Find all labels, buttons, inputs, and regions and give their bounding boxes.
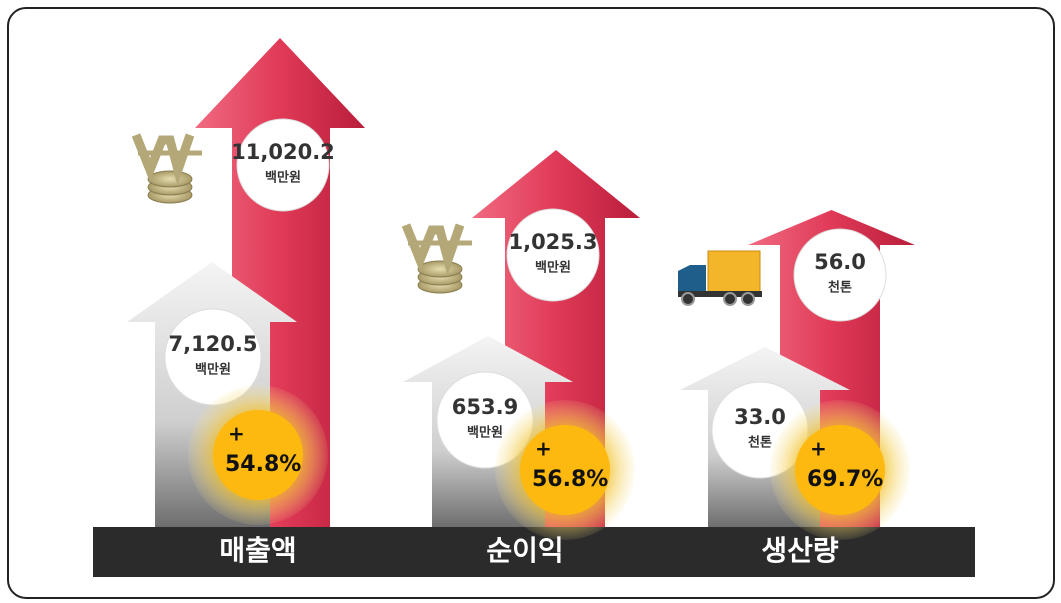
after-unit: 백만원 <box>535 260 571 276</box>
growth-value: 56.8% <box>532 467 608 492</box>
truck-chassis <box>678 291 762 297</box>
growth-sign: + <box>535 437 552 461</box>
after-value: 11,020.2 <box>231 140 335 164</box>
after-value: 56.0 <box>814 250 866 274</box>
growth-sign: + <box>228 422 245 446</box>
won-sign <box>401 223 465 276</box>
before-value: 33.0 <box>734 405 786 429</box>
after-circle <box>506 208 600 302</box>
after-circle <box>236 118 330 212</box>
after-value: 1,025.3 <box>508 230 597 254</box>
group-label: 매출액 <box>219 534 296 567</box>
group-label: 순이익 <box>486 534 563 567</box>
coin <box>147 170 193 188</box>
growth-sign: + <box>810 437 827 461</box>
coin <box>417 260 463 278</box>
before-value: 653.9 <box>452 395 518 419</box>
after-unit: 백만원 <box>265 170 301 186</box>
wheel <box>741 292 755 306</box>
before-unit: 천톤 <box>748 436 772 451</box>
truck-cargo <box>707 250 761 294</box>
wheel <box>723 292 737 306</box>
truck-cab <box>678 265 706 293</box>
growth-circle <box>795 425 885 515</box>
group-label: 생산량 <box>761 534 839 567</box>
before-value: 7,120.5 <box>168 332 257 356</box>
before-unit: 백만원 <box>467 425 503 441</box>
after-circle <box>793 228 887 322</box>
growth-circle <box>520 425 610 515</box>
growth-circle <box>213 410 303 500</box>
before-unit: 백만원 <box>195 362 231 378</box>
growth-value: 54.8% <box>225 452 301 477</box>
wheel <box>681 292 695 306</box>
content: 11,020.2 백만원 7,120.5 백만원 +54.8% 매출액 1,025.3 백만원… <box>127 38 915 567</box>
growth-value: 69.7% <box>807 467 883 492</box>
after-unit: 천톤 <box>828 281 852 296</box>
won-sign <box>131 133 195 186</box>
